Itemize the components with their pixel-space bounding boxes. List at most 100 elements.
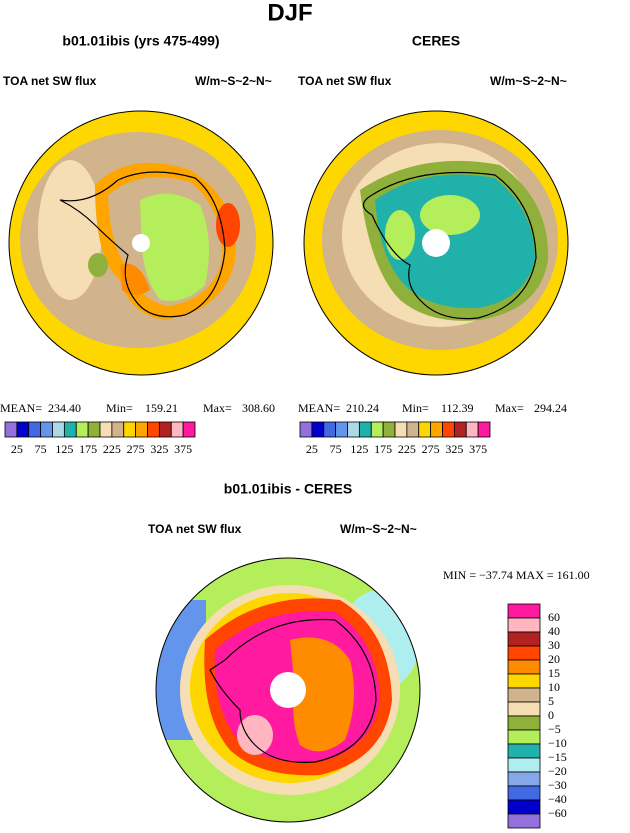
colorbar-box	[382, 421, 396, 438]
colorbar-box	[507, 659, 541, 675]
colorbar-box	[87, 421, 101, 438]
stat-label: Min=	[402, 401, 429, 415]
colorbar-label: 40	[548, 624, 560, 638]
colorbar-label: 225	[103, 442, 121, 456]
colorbar-box	[28, 421, 42, 438]
colorbar-label: 75	[35, 442, 47, 456]
colorbar-box	[123, 421, 137, 438]
colorbar-label: 325	[445, 442, 463, 456]
units-label: W/m~S~2~N~	[340, 522, 417, 536]
colorbar-box	[453, 421, 467, 438]
colorbar-box	[147, 421, 160, 438]
colorbar-box	[465, 421, 479, 438]
colorbar-label: −10	[548, 736, 567, 750]
stat-label: MEAN=	[0, 401, 42, 415]
colorbar-box	[406, 421, 420, 438]
variable-label: TOA net SW flux	[3, 74, 97, 88]
colorbar-box	[507, 603, 541, 619]
colorbar-box	[507, 673, 541, 689]
colorbar-label: −15	[548, 750, 567, 764]
colorbar-box	[323, 421, 337, 438]
colorbar-label: 30	[548, 638, 560, 652]
stat-value: 210.24	[346, 401, 379, 415]
colorbar-label: 25	[11, 442, 23, 456]
colorbar-box	[311, 421, 325, 438]
stat-label: MEAN=	[298, 401, 340, 415]
colorbar-box	[507, 743, 541, 759]
variable-label: TOA net SW flux	[298, 74, 392, 88]
stat-value: 159.21	[145, 401, 178, 415]
stat-value: 294.24	[534, 401, 567, 415]
colorbar-box	[507, 813, 541, 829]
colorbar-label: 325	[150, 442, 168, 456]
colorbar-label: 0	[548, 708, 554, 722]
colorbar-box	[63, 421, 77, 438]
figure-title: DJF	[267, 0, 312, 26]
colorbar-box	[75, 421, 89, 438]
map	[9, 111, 273, 375]
stat-label: Max=	[495, 401, 524, 415]
colorbar-label: 125	[350, 442, 368, 456]
colorbar-box	[507, 715, 541, 731]
stat-value: 112.39	[441, 401, 474, 415]
colorbar-box	[4, 421, 18, 438]
colorbar-box	[507, 701, 541, 717]
colorbar-box	[507, 771, 541, 787]
colorbar-label: 175	[79, 442, 97, 456]
colorbar-box	[135, 421, 148, 438]
colorbar-box	[507, 631, 541, 647]
panel-title: b01.01ibis - CERES	[224, 481, 352, 497]
colorbar-box	[507, 645, 541, 661]
colorbar-label: −60	[548, 806, 567, 820]
colorbar-label: 375	[174, 442, 192, 456]
map	[304, 111, 568, 375]
colorbar-box	[182, 421, 196, 438]
colorbar-box	[507, 785, 541, 801]
colorbar-label: −5	[548, 722, 561, 736]
colorbar-box	[418, 421, 432, 438]
colorbar-box	[507, 729, 541, 745]
colorbar-box	[442, 421, 455, 438]
map-border	[155, 557, 421, 823]
colorbar-box	[347, 421, 360, 438]
units-label: W/m~S~2~N~	[195, 74, 272, 88]
colorbar-label: 225	[398, 442, 416, 456]
colorbar-box	[158, 421, 172, 438]
colorbar-label: 125	[55, 442, 73, 456]
colorbar-label: 10	[548, 680, 560, 694]
colorbar-box	[394, 421, 408, 438]
map	[156, 558, 420, 822]
colorbar-label: 15	[548, 666, 560, 680]
map-border	[8, 110, 274, 376]
colorbar-label: 175	[374, 442, 392, 456]
colorbar-label: 60	[548, 610, 560, 624]
colorbar-box	[507, 687, 541, 703]
colorbar-box	[477, 421, 491, 438]
colorbar-box	[335, 421, 348, 438]
colorbar-box	[370, 421, 384, 438]
colorbar-box	[111, 421, 125, 438]
colorbar-label: 25	[306, 442, 318, 456]
map-border	[303, 110, 569, 376]
colorbar-box	[40, 421, 53, 438]
colorbar-box	[507, 799, 541, 815]
variable-label: TOA net SW flux	[148, 522, 242, 536]
colorbar-box	[358, 421, 372, 438]
stat-label: Max=	[203, 401, 232, 415]
colorbar-label: 375	[469, 442, 487, 456]
colorbar-box	[507, 617, 541, 633]
stat-value: 308.60	[242, 401, 275, 415]
colorbar-label: −40	[548, 792, 567, 806]
colorbar-box	[430, 421, 443, 438]
colorbar-label: −30	[548, 778, 567, 792]
stats: MIN = −37.74 MAX = 161.00	[443, 568, 590, 582]
panel-title: b01.01ibis (yrs 475-499)	[62, 33, 219, 49]
colorbar-box	[299, 421, 313, 438]
colorbar-label: 75	[330, 442, 342, 456]
stat-label: Min=	[106, 401, 133, 415]
colorbar-box	[170, 421, 184, 438]
panel-title: CERES	[412, 33, 460, 49]
units-label: W/m~S~2~N~	[490, 74, 567, 88]
colorbar-box	[99, 421, 113, 438]
